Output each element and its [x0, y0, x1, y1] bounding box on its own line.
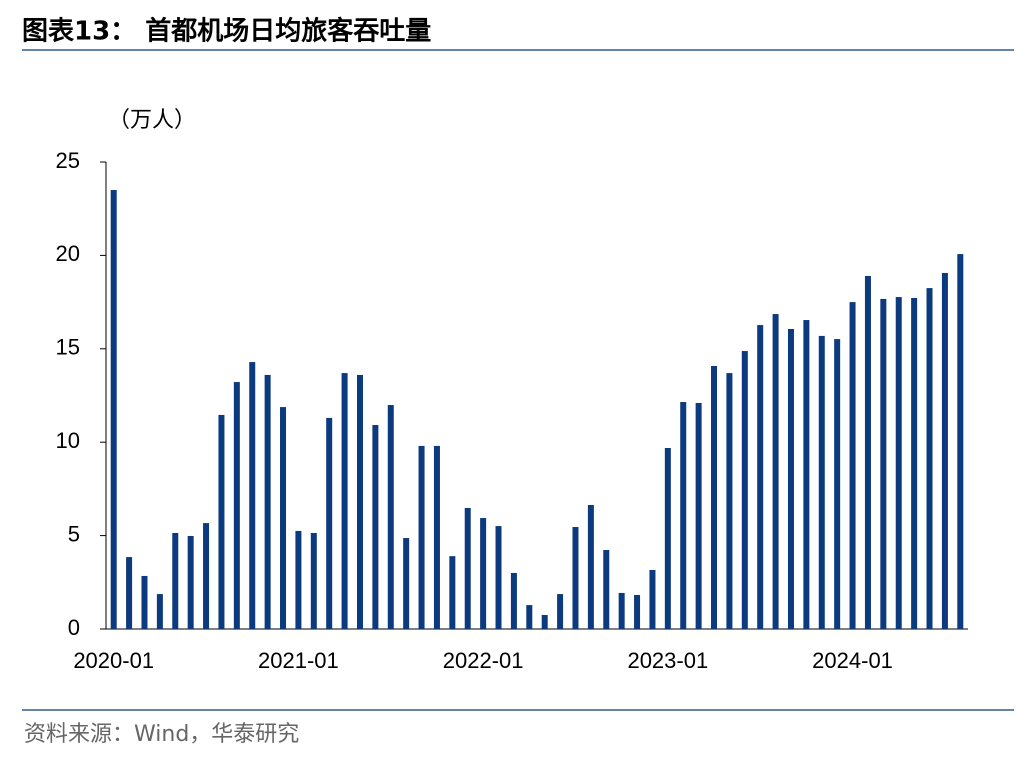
bar — [233, 382, 240, 629]
bar — [526, 605, 533, 629]
bar — [941, 272, 948, 629]
bar — [203, 523, 210, 629]
bar — [895, 297, 902, 629]
bar — [726, 373, 733, 629]
bar — [957, 254, 964, 629]
bar — [557, 594, 564, 629]
bar — [433, 445, 440, 629]
bar — [295, 530, 302, 629]
bar — [664, 447, 671, 629]
bar — [464, 507, 471, 629]
bar — [603, 549, 610, 629]
bar — [510, 572, 517, 629]
source: 资料来源：Wind，华泰研究 — [24, 722, 299, 747]
x-tick-label: 2020-01 — [73, 648, 154, 673]
bar — [741, 351, 748, 629]
bar — [711, 365, 718, 629]
bar — [926, 288, 933, 629]
bar — [341, 373, 348, 629]
bar — [449, 556, 456, 629]
bar — [880, 298, 887, 629]
x-tick-label: 2021-01 — [258, 648, 339, 673]
bar — [864, 275, 871, 629]
bar — [911, 297, 918, 629]
y-tick-label: 20 — [56, 241, 80, 266]
bar — [572, 527, 579, 629]
chart-title: 图表13： 首都机场日均旅客吞吐量 — [22, 16, 431, 47]
y-tick-label: 10 — [56, 428, 80, 453]
bar — [787, 328, 794, 629]
bar — [680, 402, 687, 629]
bar — [403, 538, 410, 629]
bar — [156, 594, 163, 629]
bar — [110, 190, 117, 629]
bar — [772, 314, 779, 629]
bar — [541, 614, 548, 629]
bar — [649, 569, 656, 629]
bar — [418, 445, 425, 629]
bar — [310, 532, 317, 629]
bar — [587, 504, 594, 629]
bar — [757, 325, 764, 629]
bar — [849, 302, 856, 629]
x-tick-label: 2024-01 — [812, 648, 893, 673]
bar — [356, 374, 363, 629]
bar — [172, 532, 179, 629]
bar — [372, 425, 379, 629]
bar — [249, 362, 256, 629]
bar — [141, 575, 148, 629]
y-axis-label: （万人） — [108, 108, 196, 133]
x-tick-label: 2023-01 — [627, 648, 708, 673]
bar — [126, 557, 133, 629]
bar — [218, 414, 225, 629]
bar — [480, 518, 487, 629]
y-tick-label: 25 — [56, 148, 80, 173]
bar — [634, 595, 641, 629]
bar — [818, 335, 825, 629]
bar — [326, 417, 333, 629]
bar — [187, 535, 194, 629]
bar — [695, 402, 702, 629]
y-tick-label: 0 — [68, 615, 80, 640]
bar — [280, 407, 287, 629]
bar — [618, 592, 625, 629]
bar — [803, 320, 810, 629]
bar — [264, 374, 271, 629]
x-tick-label: 2022-01 — [443, 648, 524, 673]
y-tick-label: 15 — [56, 335, 80, 360]
bar — [387, 405, 394, 629]
y-tick-label: 5 — [68, 521, 80, 546]
bar — [834, 339, 841, 629]
bar — [495, 526, 502, 629]
